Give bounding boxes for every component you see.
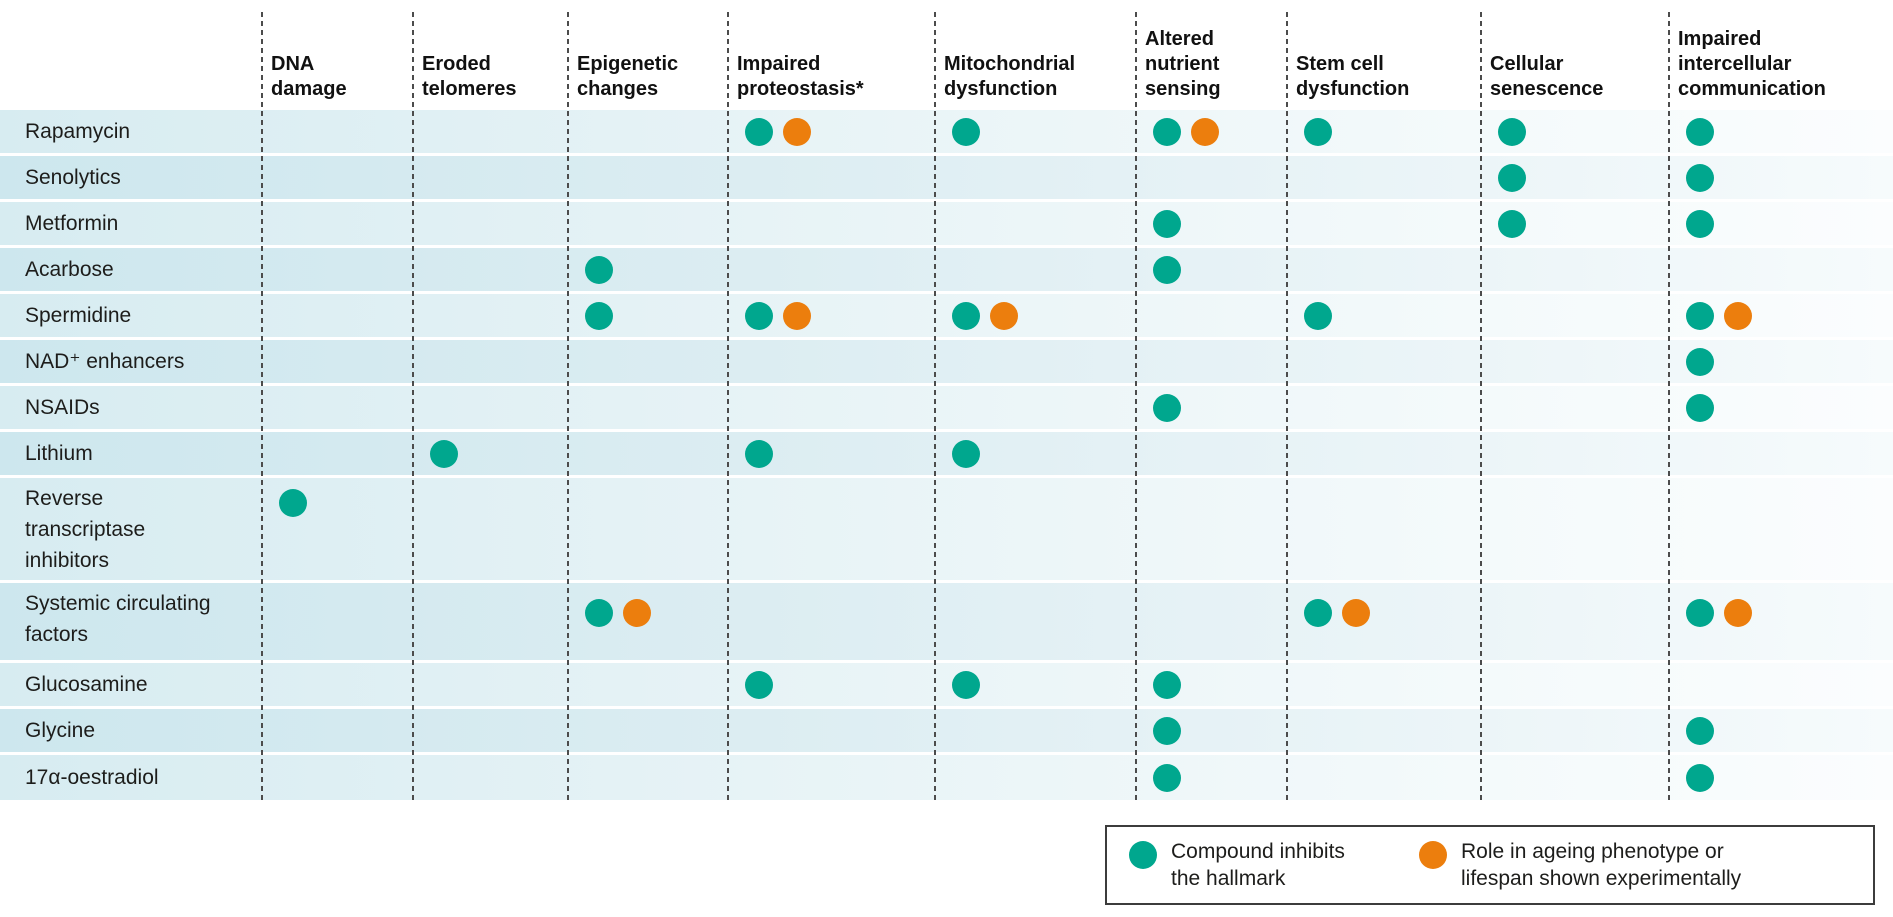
column-divider-line xyxy=(727,12,729,802)
legend-item-inhibits: Compound inhibits the hallmark xyxy=(1129,838,1361,892)
legend-item-experimental-label: Role in ageing phenotype or lifespan sho… xyxy=(1461,840,1742,890)
column-divider-line xyxy=(1135,12,1137,802)
row-label: Lithium xyxy=(25,442,93,465)
matrix-dot-teal xyxy=(745,439,773,468)
matrix-dot-teal xyxy=(1686,347,1714,376)
matrix-dot-teal xyxy=(1686,393,1714,422)
matrix-dot-teal xyxy=(745,301,773,330)
matrix-dot-teal xyxy=(585,255,613,284)
matrix-dot-teal xyxy=(952,301,980,330)
row-label: NAD⁺ enhancers xyxy=(25,350,185,373)
matrix-dot-teal xyxy=(585,599,613,627)
row-label: Glycine xyxy=(25,719,96,742)
matrix-dot-teal xyxy=(1686,301,1714,330)
row-band xyxy=(0,294,1893,337)
matrix-dot-teal xyxy=(1153,716,1181,745)
matrix-dot-teal xyxy=(279,489,307,517)
row-label: Reverse transcriptase inhibitors xyxy=(25,487,146,572)
legend-orange-dot-icon xyxy=(1419,841,1447,869)
column-divider-line xyxy=(261,12,263,802)
column-header: Impaired intercellular communication xyxy=(1678,28,1826,100)
row-label: Systemic circulating factors xyxy=(25,592,211,646)
row-band xyxy=(0,583,1893,660)
matrix-dot-orange xyxy=(783,301,811,330)
matrix-dot-teal xyxy=(1686,599,1714,627)
matrix-dot-teal xyxy=(952,117,980,146)
column-header: Stem cell dysfunction xyxy=(1296,53,1410,100)
row-band xyxy=(0,755,1893,800)
matrix-dot-teal xyxy=(952,439,980,468)
column-divider-line xyxy=(412,12,414,802)
matrix-dot-teal xyxy=(1498,117,1526,146)
matrix-dot-teal xyxy=(1304,301,1332,330)
row-band xyxy=(0,202,1893,245)
legend-item-experimental: Role in ageing phenotype or lifespan sho… xyxy=(1419,838,1771,892)
matrix-dot-teal xyxy=(1153,117,1181,146)
column-divider-line xyxy=(934,12,936,802)
column-header: Eroded telomeres xyxy=(422,53,517,100)
matrix-dot-teal xyxy=(1153,209,1181,238)
row-band xyxy=(0,663,1893,706)
row-band xyxy=(0,432,1893,475)
matrix-dot-teal xyxy=(1686,117,1714,146)
matrix-dot-teal xyxy=(1153,670,1181,699)
row-label: Metformin xyxy=(25,212,119,235)
matrix-dot-teal xyxy=(1686,763,1714,792)
row-label: Acarbose xyxy=(25,258,114,281)
column-header: Impaired proteostasis* xyxy=(737,53,864,100)
column-header: Altered nutrient sensing xyxy=(1145,28,1221,100)
row-band xyxy=(0,248,1893,291)
column-header: Epigenetic changes xyxy=(577,53,679,100)
column-header: Cellular senescence xyxy=(1490,53,1604,100)
matrix-dot-orange xyxy=(623,599,651,627)
column-header: Mitochondrial dysfunction xyxy=(944,53,1076,100)
column-divider-line xyxy=(1668,12,1670,802)
matrix-dot-teal xyxy=(745,670,773,699)
matrix-dot-orange xyxy=(990,301,1018,330)
row-band xyxy=(0,156,1893,199)
row-label: Glucosamine xyxy=(25,673,148,696)
matrix-dot-teal xyxy=(745,117,773,146)
row-label: NSAIDs xyxy=(25,396,100,419)
row-label: 17α-oestradiol xyxy=(25,766,159,789)
row-label: Rapamycin xyxy=(25,120,131,143)
row-band xyxy=(0,386,1893,429)
matrix-dot-teal xyxy=(1498,163,1526,192)
matrix-dot-teal xyxy=(952,670,980,699)
matrix-dot-orange xyxy=(1724,301,1752,330)
matrix-dot-teal xyxy=(1153,255,1181,284)
matrix-dot-orange xyxy=(1342,599,1370,627)
matrix-dot-teal xyxy=(1153,393,1181,422)
matrix-dot-orange xyxy=(783,117,811,146)
row-band xyxy=(0,709,1893,752)
legend-item-inhibits-label: Compound inhibits the hallmark xyxy=(1171,840,1345,890)
column-divider-line xyxy=(567,12,569,802)
legend: Compound inhibits the hallmark Role in a… xyxy=(1105,825,1875,905)
column-divider-line xyxy=(1286,12,1288,802)
row-band xyxy=(0,110,1893,153)
matrix-dot-orange xyxy=(1724,599,1752,627)
column-divider-line xyxy=(1480,12,1482,802)
row-band xyxy=(0,340,1893,383)
matrix-dot-teal xyxy=(1498,209,1526,238)
matrix-dot-orange xyxy=(1191,117,1219,146)
row-label: Senolytics xyxy=(25,166,121,189)
matrix-dot-teal xyxy=(1686,716,1714,745)
row-band xyxy=(0,478,1893,580)
matrix-dot-teal xyxy=(1153,763,1181,792)
matrix-dot-teal xyxy=(1304,599,1332,627)
row-label: Spermidine xyxy=(25,304,132,327)
column-header: DNA damage xyxy=(271,53,347,100)
matrix-dot-teal xyxy=(430,439,458,468)
legend-teal-dot-icon xyxy=(1129,841,1157,869)
matrix-dot-teal xyxy=(1686,163,1714,192)
matrix-dot-teal xyxy=(1686,209,1714,238)
matrix-dot-teal xyxy=(1304,117,1332,146)
matrix-dot-teal xyxy=(585,301,613,330)
